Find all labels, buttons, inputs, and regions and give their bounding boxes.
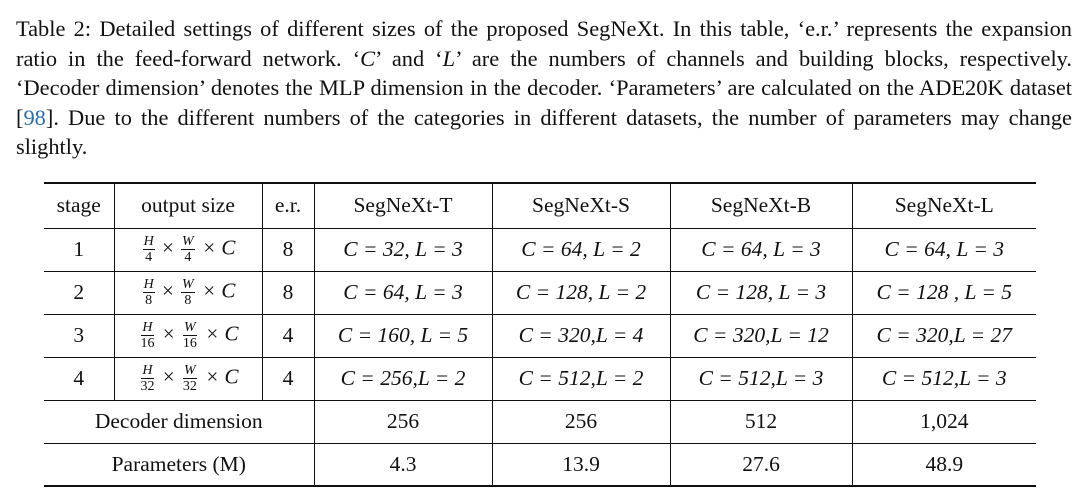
stage-cell: 1: [73, 237, 85, 261]
w-fraction: W 16: [182, 320, 197, 351]
decoder-dimension-row: Decoder dimension 256 256 512 1,024: [44, 400, 1036, 443]
caption-symbol-c: C: [360, 45, 376, 71]
er-cell: 8: [261, 228, 314, 271]
segnext-l-cell: C = 128 , L = 5: [851, 271, 1036, 314]
er-cell: 4: [261, 357, 314, 400]
segnext-s-cell: C = 320,L = 4: [491, 314, 670, 357]
stage-cell: 2: [73, 280, 85, 304]
decoder-s: 256: [491, 400, 670, 443]
segnext-b-cell: C = 512,L = 3: [669, 357, 852, 400]
output-size-cell: H 16 × W 16 × C: [113, 314, 262, 357]
output-size-cell: H 32 × W 32 × C: [113, 357, 262, 400]
caption-text-3: ’ are the numbers of channels and buildi…: [16, 45, 1073, 130]
parameters-row: Parameters (M) 4.3 13.9 27.6 48.9: [44, 443, 1036, 486]
table-row: 4 H 32 × W 32 × C 4 C = 256,L = 2 C = 512,…: [44, 357, 1036, 400]
stage-cell: 3: [73, 323, 85, 347]
header-row: stage output size e.r. SegNeXt-T SegNeXt…: [44, 183, 1036, 228]
header-segnext-l: SegNeXt-L: [851, 183, 1036, 228]
header-output-size: output size: [113, 183, 262, 228]
segnext-b-cell: C = 128, L = 3: [669, 271, 852, 314]
segnext-s-cell: C = 128, L = 2: [491, 271, 670, 314]
segnext-t-cell: C = 160, L = 5: [313, 314, 492, 357]
params-s: 13.9: [491, 443, 670, 486]
segnext-s-cell: C = 64, L = 2: [491, 228, 670, 271]
er-cell: 8: [261, 271, 314, 314]
table-row: 3 H 16 × W 16 × C 4 C = 160, L = 5 C = 320…: [44, 314, 1036, 357]
segnext-s-cell: C = 512,L = 2: [491, 357, 670, 400]
segnext-b-cell: C = 64, L = 3: [669, 228, 852, 271]
segnext-l-cell: C = 64, L = 3: [851, 228, 1036, 271]
caption-text-4: ]. Due to the different numbers of the c…: [16, 104, 1072, 160]
params-b: 27.6: [669, 443, 852, 486]
h-fraction: H 16: [140, 320, 155, 351]
segnext-t-cell: C = 64, L = 3: [313, 271, 492, 314]
citation-link[interactable]: 98: [23, 104, 46, 130]
settings-table: stage output size e.r. SegNeXt-T SegNeXt…: [44, 182, 1036, 487]
decoder-t: 256: [313, 400, 492, 443]
caption-text-2: ’ and ‘: [375, 45, 443, 71]
er-cell: 4: [261, 314, 314, 357]
parameters-label: Parameters (M): [111, 451, 246, 476]
params-t: 4.3: [313, 443, 492, 486]
decoder-l: 1,024: [851, 400, 1036, 443]
segnext-l-cell: C = 512,L = 3: [851, 357, 1036, 400]
header-er: e.r.: [261, 183, 314, 228]
segnext-l-cell: C = 320,L = 27: [851, 314, 1036, 357]
params-l: 48.9: [851, 443, 1036, 486]
segnext-t-cell: C = 32, L = 3: [313, 228, 492, 271]
decoder-b: 512: [669, 400, 852, 443]
caption-symbol-l: L: [442, 45, 456, 71]
segnext-t-cell: C = 256,L = 2: [313, 357, 492, 400]
header-segnext-b: SegNeXt-B: [669, 183, 852, 228]
caption-text-1: Table 2: Detailed settings of different …: [16, 16, 1072, 71]
segnext-b-cell: C = 320,L = 12: [669, 314, 852, 357]
decoder-dimension-label: Decoder dimension: [94, 409, 263, 433]
header-segnext-s: SegNeXt-S: [491, 183, 670, 228]
w-fraction: W 32: [182, 363, 197, 394]
table-caption: Table 2: Detailed settings of different …: [16, 14, 1072, 162]
header-stage: stage: [56, 193, 101, 218]
h-fraction: H 32: [140, 363, 155, 394]
stage-cell: 4: [73, 366, 85, 390]
header-segnext-t: SegNeXt-T: [313, 183, 492, 228]
